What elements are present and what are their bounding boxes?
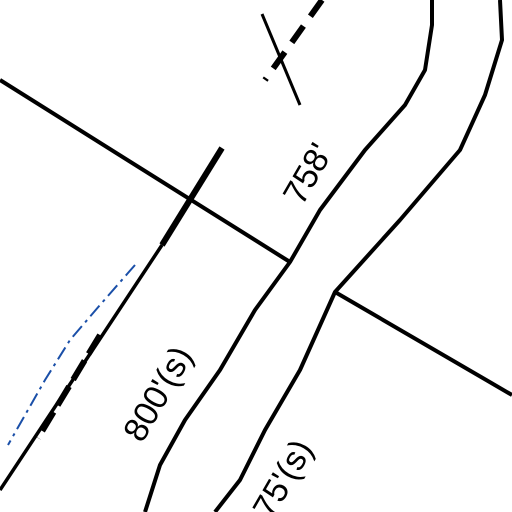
road-edge (143, 0, 434, 512)
boundary-line (333, 290, 512, 397)
parcel-line-dashed (35, 333, 103, 440)
parcel-line (159, 146, 225, 247)
boundary-line (0, 78, 292, 264)
dashed-line (262, 0, 325, 82)
road-edge (213, 0, 504, 512)
stream (7, 264, 136, 446)
